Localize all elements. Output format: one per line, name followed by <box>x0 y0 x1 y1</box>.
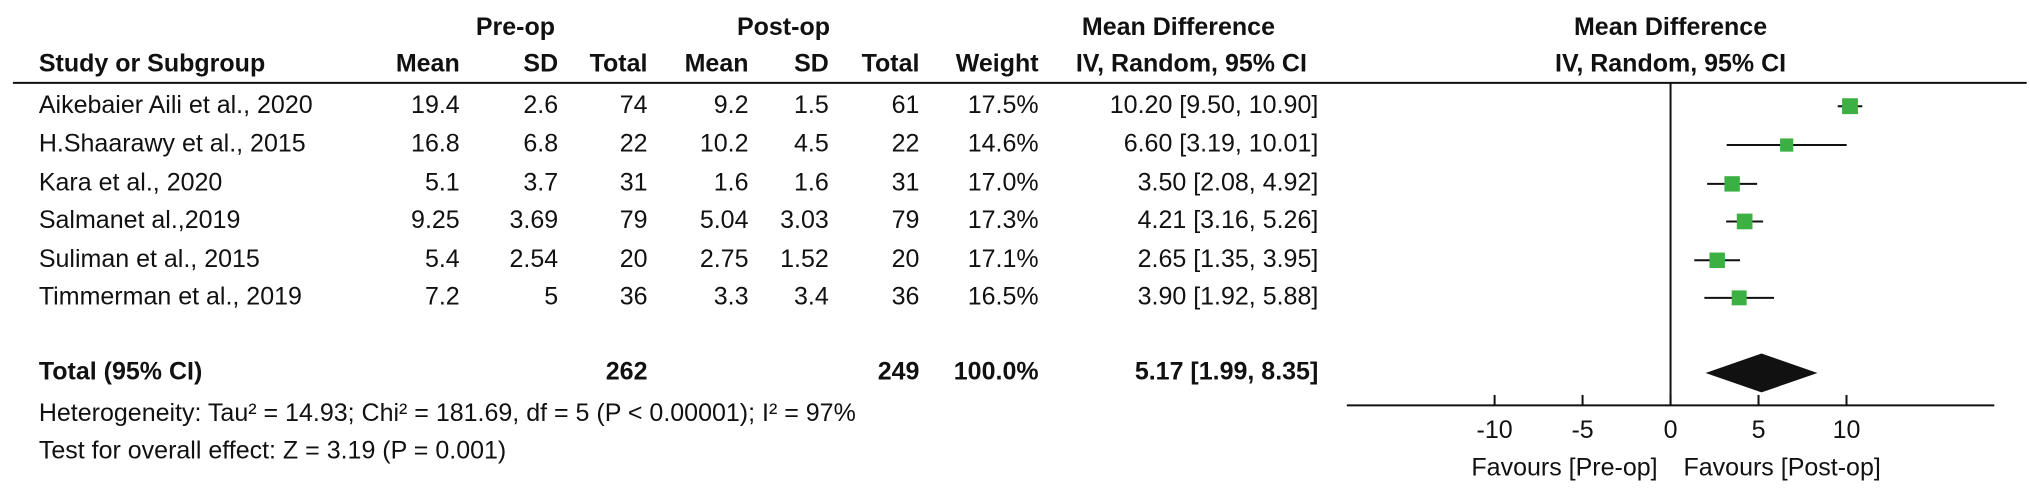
cell: 3.4 <box>794 282 829 310</box>
favours-label: Favours [Post-op] <box>1684 453 1881 481</box>
effect-square <box>1731 290 1747 306</box>
cell: 20 <box>620 245 648 273</box>
effect-square <box>1736 213 1753 230</box>
column-header: Study or Subgroup <box>39 49 265 77</box>
column-header: SD <box>523 49 558 77</box>
total-ci-label: 5.17 [1.99, 8.35] <box>1135 358 1318 386</box>
effect-square <box>1780 138 1794 152</box>
heterogeneity: Heterogeneity: Tau² = 14.93; Chi² = 181.… <box>39 399 856 427</box>
effect-square <box>1842 98 1858 115</box>
column-header: Mean <box>396 49 460 77</box>
cell: 17.3% <box>968 206 1039 234</box>
cell: 74 <box>620 91 648 119</box>
cell: 2.6 <box>523 91 558 119</box>
total-cell: 249 <box>878 358 920 386</box>
cell: 2.54 <box>509 245 558 273</box>
column-header: SD <box>794 49 829 77</box>
cell: 3.3 <box>714 282 749 310</box>
cell: 9.25 <box>411 206 460 234</box>
cell: 1.52 <box>780 245 829 273</box>
cell: 10.2 <box>700 130 749 158</box>
favours-label: Favours [Pre-op] <box>1471 453 1657 481</box>
cell: 19.4 <box>411 91 460 119</box>
study-name: Salmanet al.,2019 <box>39 206 241 234</box>
cell: 14.6% <box>968 130 1039 158</box>
cell: 6.8 <box>523 130 558 158</box>
column-header: Total <box>590 49 648 77</box>
x-tick-label: 5 <box>1752 416 1766 444</box>
total-name: Total (95% CI) <box>39 358 202 386</box>
cell: 3.69 <box>509 206 558 234</box>
cell: 79 <box>892 206 920 234</box>
cell: 17.5% <box>968 91 1039 119</box>
cell: 3.03 <box>780 206 829 234</box>
group-header: Mean Difference <box>1082 13 1275 41</box>
cell: 17.1% <box>968 245 1039 273</box>
ci-label: 6.60 [3.19, 10.01] <box>1124 130 1319 158</box>
total-cell: 262 <box>606 358 648 386</box>
x-tick-label: 0 <box>1664 416 1678 444</box>
group-header: Post-op <box>737 13 830 41</box>
cell: 61 <box>892 91 920 119</box>
cell: 22 <box>892 130 920 158</box>
cell: 31 <box>620 168 648 196</box>
study-name: Timmerman et al., 2019 <box>39 282 302 310</box>
column-header: Weight <box>956 49 1040 77</box>
group-header: Mean Difference <box>1574 13 1767 41</box>
column-header: IV, Random, 95% CI <box>1555 49 1786 77</box>
ci-label: 10.20 [9.50, 10.90] <box>1110 91 1319 119</box>
x-tick-label: -5 <box>1571 416 1593 444</box>
group-header: Pre-op <box>476 13 555 41</box>
overall-effect: Test for overall effect: Z = 3.19 (P = 0… <box>39 437 506 465</box>
cell: 31 <box>892 168 920 196</box>
column-header: IV, Random, 95% CI <box>1076 49 1307 77</box>
cell: 16.8 <box>411 130 460 158</box>
cell: 5.4 <box>425 245 460 273</box>
cell: 5 <box>544 282 558 310</box>
study-name: Suliman et al., 2015 <box>39 245 260 273</box>
cell: 22 <box>620 130 648 158</box>
ci-label: 2.65 [1.35, 3.95] <box>1138 245 1319 273</box>
x-tick-label: 10 <box>1833 416 1861 444</box>
ci-label: 3.90 [1.92, 5.88] <box>1138 282 1319 310</box>
ci-label: 4.21 [3.16, 5.26] <box>1138 206 1319 234</box>
summary-diamond <box>1705 353 1818 393</box>
cell: 16.5% <box>968 282 1039 310</box>
cell: 36 <box>620 282 648 310</box>
cell: 36 <box>892 282 920 310</box>
study-name: Aikebaier Aili et al., 2020 <box>39 91 313 119</box>
effect-square <box>1724 176 1740 192</box>
cell: 4.5 <box>794 130 829 158</box>
cell: 79 <box>620 206 648 234</box>
cell: 1.6 <box>714 168 749 196</box>
cell: 1.5 <box>794 91 829 119</box>
cell: 2.75 <box>700 245 749 273</box>
cell: 1.6 <box>794 168 829 196</box>
cell: 3.7 <box>523 168 558 196</box>
study-name: H.Shaarawy et al., 2015 <box>39 130 306 158</box>
ci-label: 3.50 [2.08, 4.92] <box>1138 168 1319 196</box>
column-header: Mean <box>685 49 749 77</box>
cell: 20 <box>892 245 920 273</box>
total-cell: 100.0% <box>954 358 1039 386</box>
column-header: Total <box>862 49 920 77</box>
cell: 9.2 <box>714 91 749 119</box>
study-name: Kara et al., 2020 <box>39 168 222 196</box>
cell: 7.2 <box>425 282 460 310</box>
cell: 17.0% <box>968 168 1039 196</box>
x-tick-label: -10 <box>1477 416 1513 444</box>
cell: 5.04 <box>700 206 749 234</box>
effect-square <box>1709 252 1725 269</box>
cell: 5.1 <box>425 168 460 196</box>
